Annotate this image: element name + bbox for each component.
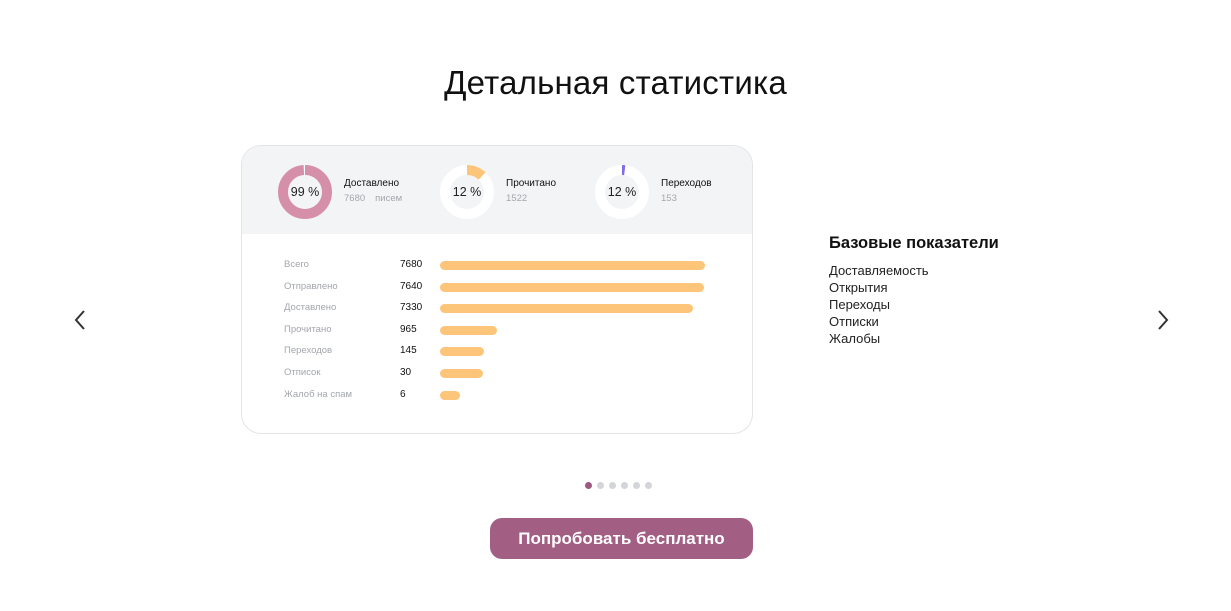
stats-row-label: Всего: [284, 259, 309, 270]
stats-row-value: 965: [400, 323, 417, 335]
stats-row-label: Прочитано: [284, 323, 332, 335]
stats-row-label: Доставлено: [284, 302, 337, 314]
chevron-right-icon: [1158, 310, 1169, 330]
stats-bar: [440, 347, 484, 357]
carousel-prev-button[interactable]: [65, 300, 95, 340]
page-title: Детальная статистика: [444, 64, 787, 101]
stats-row-label: Переходов: [284, 345, 333, 357]
kpi-count: 7680: [344, 193, 366, 204]
feature-item: Жалобы: [829, 331, 881, 346]
chevron-left-icon: [74, 310, 85, 330]
carousel-next-button[interactable]: [1148, 300, 1178, 340]
donut-chart: 12 %: [595, 165, 649, 219]
kpi-label: Прочитано: [506, 178, 556, 189]
stats-row: Прочитано 965: [284, 322, 724, 338]
stats-row: Доставлено 7330: [284, 300, 724, 316]
stats-row-label: Отправлено: [284, 280, 338, 292]
feature-item: Открытия: [829, 280, 888, 295]
feature-description: Базовые показатели Доставляемость Открыт…: [829, 234, 999, 347]
kpi-sub: 7680 писем: [344, 193, 402, 204]
stats-row-value: 7330: [400, 302, 423, 314]
kpi-percent: 12 %: [607, 185, 637, 199]
kpi-panel: 99 % Доставлено 7680 писем 12 % Прочитано…: [242, 146, 752, 234]
feature-item: Переходы: [829, 297, 890, 312]
kpi-sub: 1522: [506, 193, 527, 204]
stats-row-label: Жалоб на спам: [284, 388, 353, 400]
pagination-dot[interactable]: [585, 482, 592, 489]
stats-row: Жалоб на спам 6: [284, 387, 724, 403]
stats-row: Отписок 30: [284, 365, 724, 381]
feature-list: Доставляемость Открытия Переходы Отписки…: [829, 262, 999, 347]
pagination-dot[interactable]: [621, 482, 628, 489]
stats-bar: [440, 369, 483, 378]
stats-bar: [440, 282, 704, 292]
donut-chart: 99 %: [278, 165, 332, 219]
stats-row-label: Отписок: [284, 367, 321, 378]
feature-item: Отписки: [829, 314, 879, 329]
statistics-card: 99 % Доставлено 7680 писем 12 % Прочитано…: [241, 145, 753, 434]
pagination-dot[interactable]: [645, 482, 652, 489]
feature-title: Базовые показатели: [829, 234, 999, 252]
stats-bar: [440, 261, 705, 270]
kpi-unit: писем: [375, 193, 403, 204]
stats-bar: [440, 325, 497, 335]
try-free-button[interactable]: Попробовать бесплатно: [490, 518, 753, 559]
pagination-dot[interactable]: [609, 482, 616, 489]
kpi-count: 1522: [506, 193, 528, 204]
stats-bar: [440, 304, 693, 314]
kpi-label: Доставлено: [344, 178, 400, 189]
kpi-count: 153: [661, 193, 677, 204]
feature-item: Доставляемость: [829, 263, 929, 278]
kpi-percent: 12 %: [452, 185, 482, 199]
carousel-pagination: [585, 482, 652, 490]
stats-row: Отправлено 7640: [284, 279, 724, 295]
stats-row-value: 30: [400, 367, 412, 378]
stats-row-value: 6: [400, 388, 406, 400]
donut-chart: 12 %: [440, 165, 494, 219]
kpi-sub: 153: [661, 193, 677, 204]
stats-row-value: 7680: [400, 259, 423, 270]
stats-row-value: 7640: [400, 280, 423, 292]
kpi-percent: 99 %: [290, 185, 320, 199]
kpi-label: Переходов: [661, 178, 712, 189]
pagination-dot[interactable]: [597, 482, 604, 489]
stats-row: Переходов 145: [284, 343, 724, 359]
stats-row-value: 145: [400, 345, 417, 357]
stats-row: Всего 7680: [284, 257, 724, 273]
stats-bar: [440, 390, 460, 400]
pagination-dot[interactable]: [633, 482, 640, 489]
